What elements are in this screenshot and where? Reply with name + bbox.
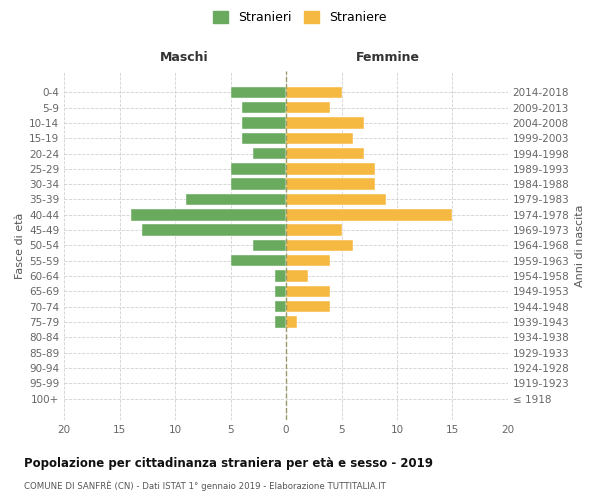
Bar (142, 224, 286, 236)
Legend: Stranieri, Straniere: Stranieri, Straniere (208, 6, 392, 29)
Y-axis label: Anni di nascita: Anni di nascita (575, 204, 585, 286)
Text: Popolazione per cittadinanza straniera per età e sesso - 2019: Popolazione per cittadinanza straniera p… (24, 458, 433, 470)
Bar (286, 148, 364, 160)
Bar (286, 194, 386, 205)
Bar (286, 132, 353, 144)
Y-axis label: Fasce di età: Fasce di età (15, 212, 25, 278)
Bar (131, 209, 286, 220)
Bar (286, 270, 308, 282)
Bar (286, 224, 341, 236)
Bar (275, 286, 286, 297)
Bar (253, 240, 286, 251)
Bar (286, 209, 452, 220)
Bar (286, 163, 375, 174)
Bar (275, 270, 286, 282)
Bar (253, 148, 286, 160)
Bar (242, 132, 286, 144)
Bar (242, 102, 286, 114)
Text: COMUNE DI SANFRÈ (CN) - Dati ISTAT 1° gennaio 2019 - Elaborazione TUTTITALIA.IT: COMUNE DI SANFRÈ (CN) - Dati ISTAT 1° ge… (24, 480, 386, 491)
Bar (286, 178, 375, 190)
Bar (230, 86, 286, 98)
Bar (275, 316, 286, 328)
Bar (186, 194, 286, 205)
Bar (230, 163, 286, 174)
Bar (286, 286, 331, 297)
Bar (230, 178, 286, 190)
Bar (242, 117, 286, 128)
Text: Maschi: Maschi (160, 50, 208, 64)
Bar (286, 301, 331, 312)
Bar (286, 102, 331, 114)
Bar (286, 240, 353, 251)
Bar (286, 316, 297, 328)
Bar (286, 255, 331, 266)
Text: Femmine: Femmine (356, 50, 420, 64)
Bar (230, 255, 286, 266)
Bar (286, 86, 341, 98)
Bar (275, 301, 286, 312)
Bar (286, 117, 364, 128)
